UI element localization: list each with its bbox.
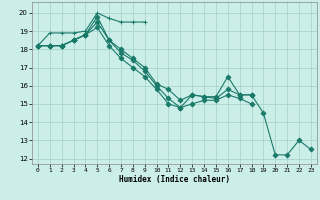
X-axis label: Humidex (Indice chaleur): Humidex (Indice chaleur) (119, 175, 230, 184)
